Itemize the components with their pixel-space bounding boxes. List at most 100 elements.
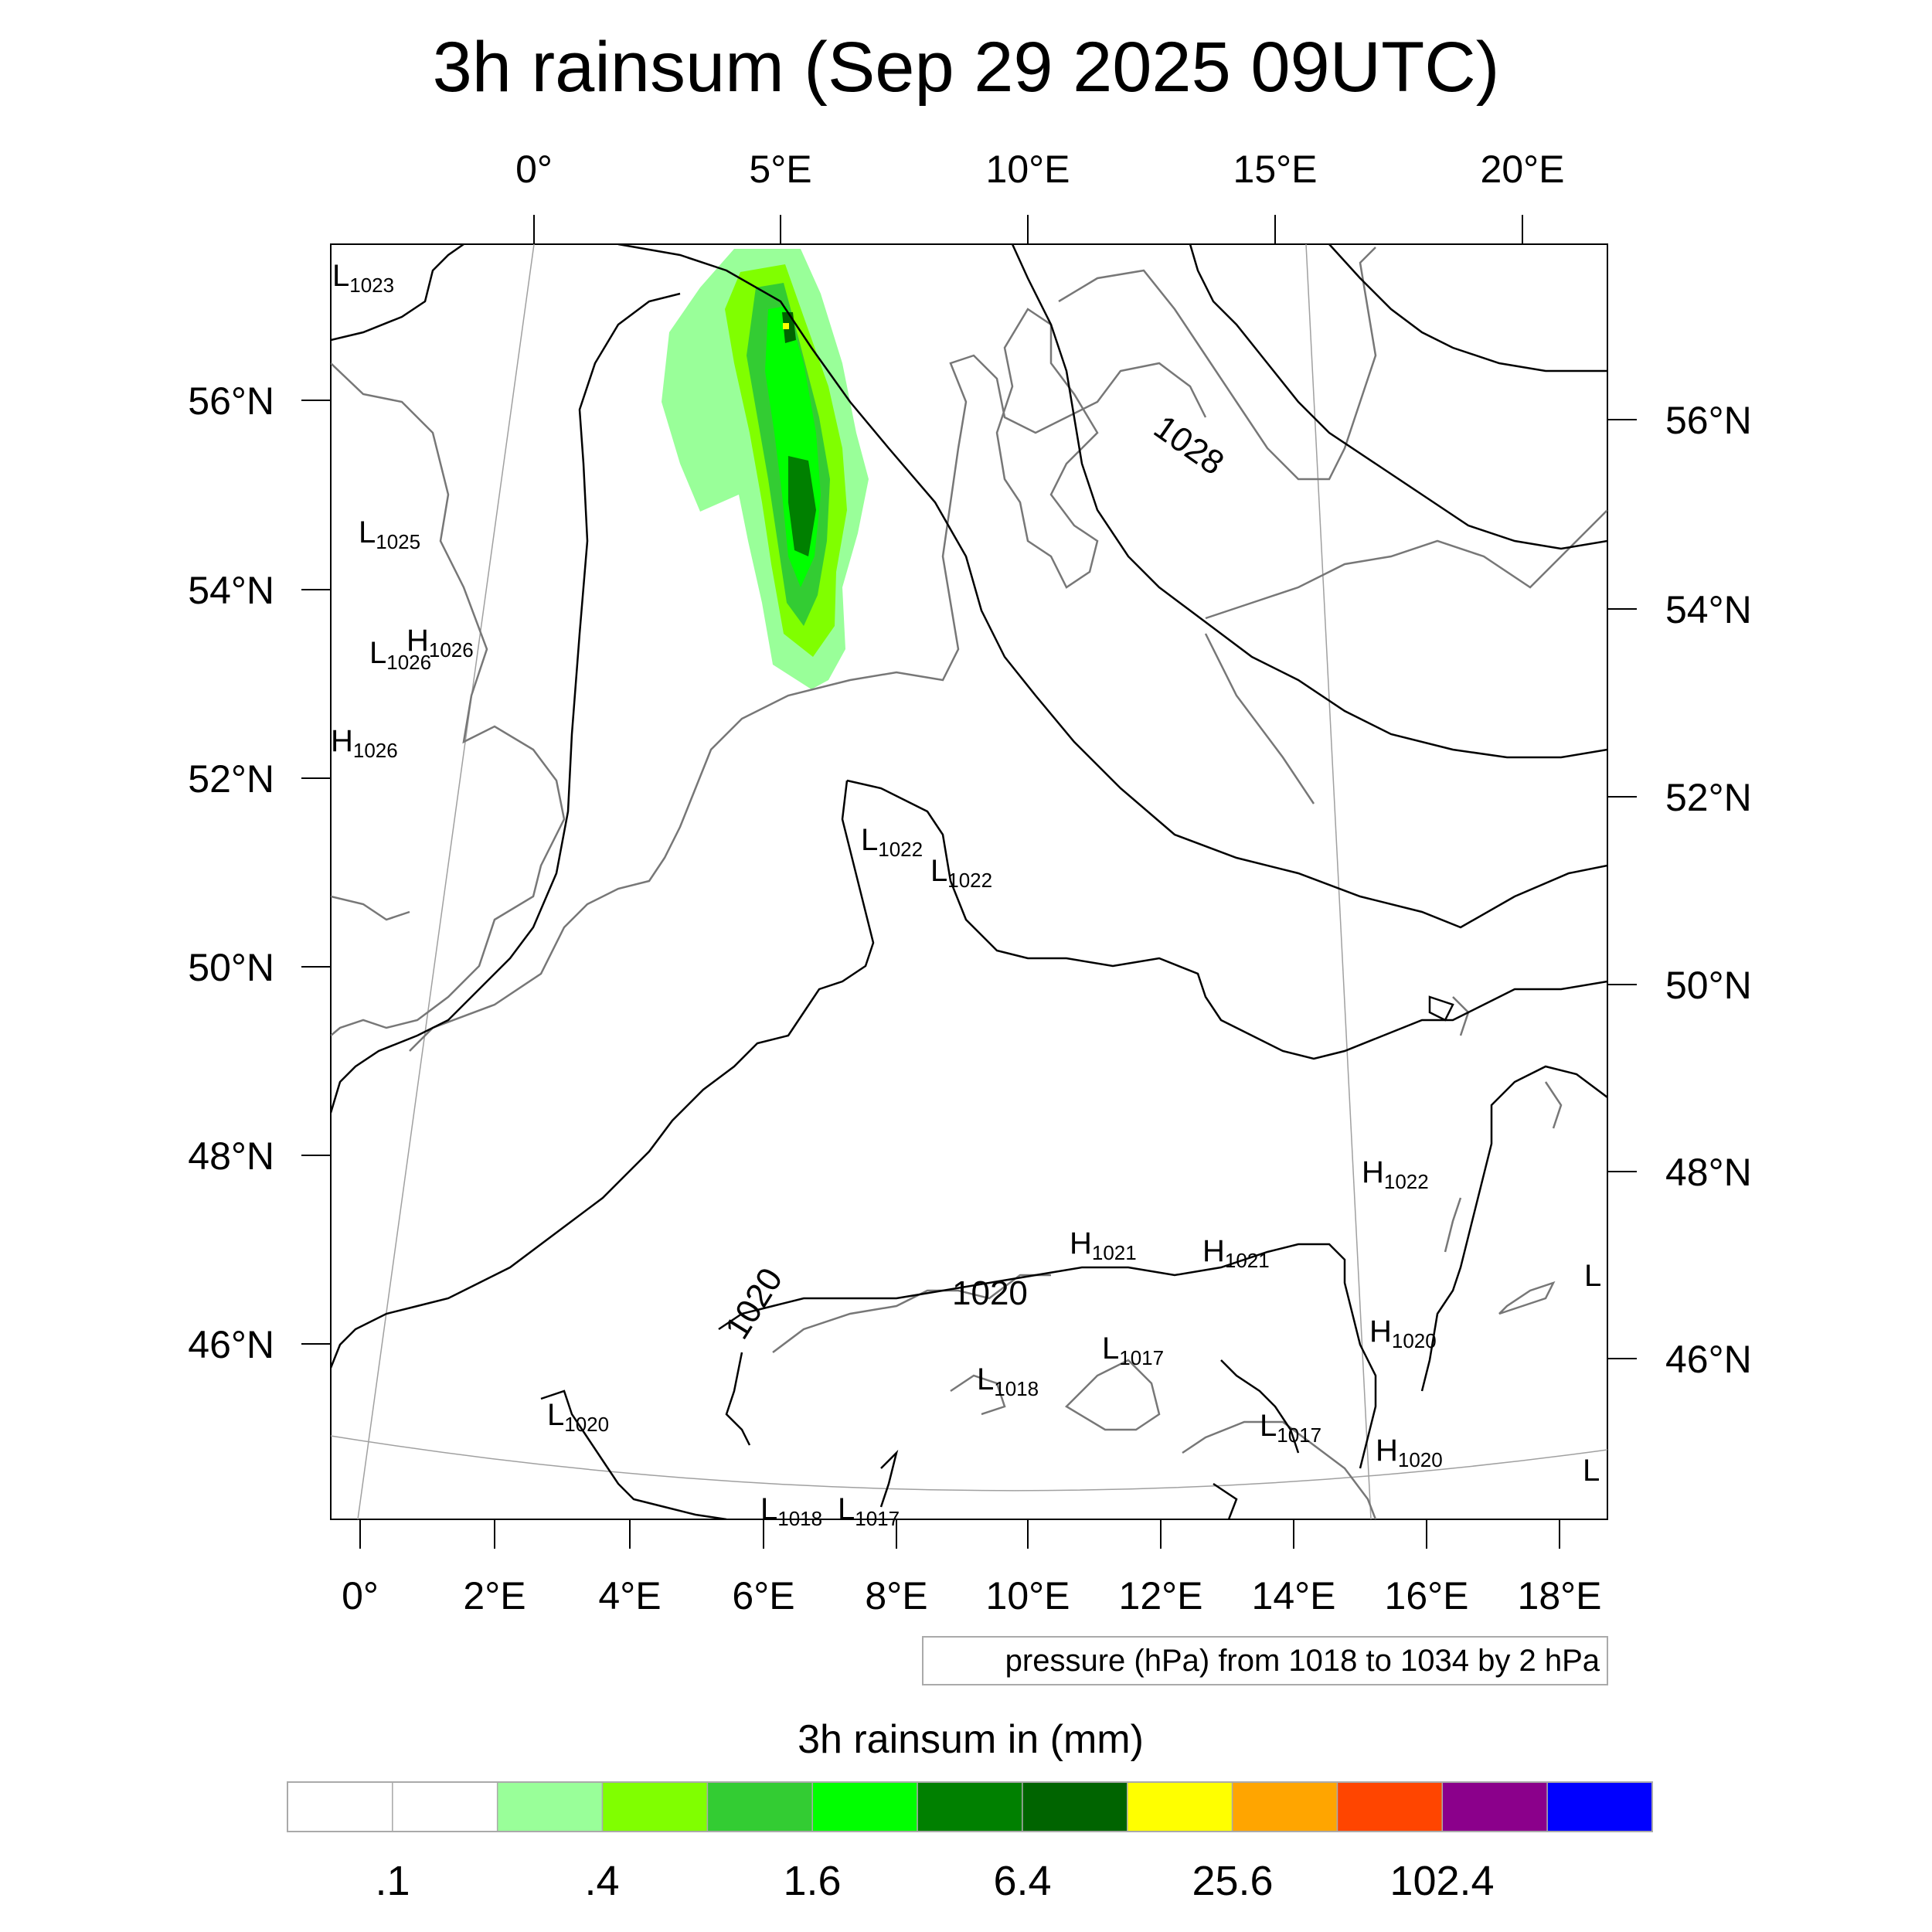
map-frame — [330, 243, 1608, 1520]
pressure-center-label: L — [1584, 1259, 1601, 1293]
border-germany-poland — [1204, 633, 1315, 804]
bottom-lon-label: 10°E — [986, 1574, 1070, 1617]
bottom-lon-label: 8°E — [865, 1574, 927, 1617]
right-lat-label: 48°N — [1665, 1151, 1752, 1194]
isobar-1020-west — [331, 780, 875, 1369]
isobar-1018-west — [725, 1352, 751, 1446]
isobar-1022-central — [846, 779, 1607, 1060]
isobar-1017-se — [1213, 1482, 1238, 1519]
pressure-center-label: L — [1583, 1454, 1600, 1488]
right-lat-label: 46°N — [1665, 1338, 1752, 1381]
colorbar-tick-labels: .1 .4 1.6 6.4 25.6 102.4 — [375, 1858, 1494, 1904]
pressure-centers: L1023 L1025 L1026 H1026 H1026 L1022 L102… — [331, 259, 1601, 1530]
colorbar-tick-label: 25.6 — [1192, 1858, 1273, 1904]
left-lat-label: 54°N — [188, 569, 274, 612]
bottom-lon-label: 4°E — [598, 1574, 661, 1617]
map-content — [331, 244, 1607, 1519]
colorbar-swatch — [1546, 1781, 1653, 1832]
top-lon-label: 5°E — [749, 148, 811, 191]
chart-title: 3h rainsum (Sep 29 2025 09UTC) — [433, 28, 1500, 107]
isobar-1018-east — [1220, 1359, 1300, 1454]
coastlines — [331, 247, 1607, 1519]
right-lat-label: 50°N — [1665, 964, 1752, 1007]
isobar-1020-east — [1420, 1065, 1607, 1392]
colorbar-swatch — [601, 1781, 709, 1832]
bottom-lon-label: 2°E — [463, 1574, 526, 1617]
pressure-center-label: H1020 — [1376, 1434, 1443, 1471]
graticule — [331, 244, 1607, 1519]
contour-info-text: pressure (hPa) from 1018 to 1034 by 2 hP… — [1005, 1644, 1600, 1678]
colorbar-swatch — [496, 1781, 604, 1832]
pressure-center-label: H1021 — [1202, 1234, 1270, 1272]
bottom-lon-label: 6°E — [732, 1574, 794, 1617]
isobar-1020-south — [718, 1243, 1377, 1469]
parallel-45n — [331, 1435, 1607, 1492]
contour-info-box — [922, 1636, 1608, 1685]
isobar-1030 — [1328, 244, 1607, 372]
pressure-center-label: H1026 — [406, 624, 474, 662]
colorbar-swatch — [706, 1781, 813, 1832]
coast-continent-north-sea — [409, 354, 1207, 1052]
pressure-center-label: L1018 — [760, 1492, 822, 1530]
colorbar-swatch — [1127, 1781, 1233, 1832]
colorbar-tick-label: .4 — [584, 1858, 619, 1904]
colorbar-swatch — [287, 1781, 393, 1832]
meridian-15e — [1305, 244, 1372, 1519]
colorbar-swatch — [811, 1781, 918, 1832]
left-lat-labels: 56°N 54°N 52°N 50°N 48°N 46°N — [188, 379, 274, 1366]
left-lat-label: 50°N — [188, 946, 274, 989]
isobar-closed-small — [1428, 995, 1454, 1022]
isobar-1017-south — [879, 1449, 899, 1508]
colorbar-frame — [287, 1781, 1653, 1832]
pressure-center-label: L1025 — [359, 515, 420, 553]
colorbar-tick-label: .1 — [375, 1858, 410, 1904]
colorbar-tick-label: 6.4 — [993, 1858, 1051, 1904]
colorbar-swatch — [917, 1781, 1023, 1832]
isobar-1026 — [1011, 244, 1607, 759]
rain-area-heavy — [788, 456, 816, 556]
colorbar-swatch — [392, 1781, 498, 1832]
isobars — [331, 244, 1607, 1519]
pressure-center-label: H1022 — [1362, 1155, 1429, 1193]
top-lon-label: 20°E — [1481, 148, 1565, 191]
left-lat-label: 46°N — [188, 1323, 274, 1366]
isobar-nw — [331, 244, 464, 342]
lake-garda — [950, 1374, 1006, 1416]
coast-britain-south — [331, 895, 410, 921]
colorbar — [287, 1781, 1653, 1832]
coast-croatia — [1182, 1420, 1377, 1519]
bottom-lon-label: 0° — [342, 1574, 379, 1617]
border-austria-hungary — [1444, 1197, 1462, 1253]
pressure-center-label: H1026 — [331, 724, 398, 762]
isobar-1028 — [1189, 244, 1607, 550]
pressure-center-label: L1023 — [332, 259, 394, 297]
pressure-center-label: L1017 — [1102, 1332, 1164, 1369]
left-lat-label: 52°N — [188, 757, 274, 801]
coast-denmark — [995, 308, 1099, 589]
top-lon-label: 0° — [515, 148, 553, 191]
pressure-center-label: L1017 — [838, 1492, 900, 1530]
isobar-1024 — [617, 244, 1607, 929]
right-lat-label: 56°N — [1665, 399, 1752, 442]
pressure-center-label: L1017 — [1260, 1409, 1321, 1447]
coast-adriatic-north — [1064, 1359, 1161, 1431]
top-lon-label: 10°E — [986, 148, 1070, 191]
pressure-center-label: L1026 — [369, 636, 431, 674]
isobar-1022-west — [331, 292, 681, 1114]
pressure-center-label: H1020 — [1369, 1315, 1437, 1352]
isobar-1018-southwest — [540, 1389, 727, 1519]
colorbar-swatch — [1441, 1781, 1548, 1832]
rain-max-pixel — [783, 323, 789, 329]
colorbar-swatch — [1022, 1781, 1128, 1832]
colorbar-tick-label: 1.6 — [783, 1858, 841, 1904]
right-lat-labels: 56°N 54°N 52°N 50°N 48°N 46°N — [1665, 399, 1752, 1381]
colorbar-tick-label: 102.4 — [1389, 1858, 1494, 1904]
pressure-center-label: L1020 — [547, 1398, 609, 1436]
bottom-lon-labels: 0° 2°E 4°E 6°E 8°E 10°E 12°E 14°E 16°E 1… — [342, 1574, 1601, 1617]
left-lat-label: 56°N — [188, 379, 274, 423]
tick-marks — [301, 215, 1637, 1549]
coast-alps — [772, 1274, 1051, 1353]
rain-field — [662, 249, 869, 689]
coast-baltic-south — [1205, 509, 1607, 620]
